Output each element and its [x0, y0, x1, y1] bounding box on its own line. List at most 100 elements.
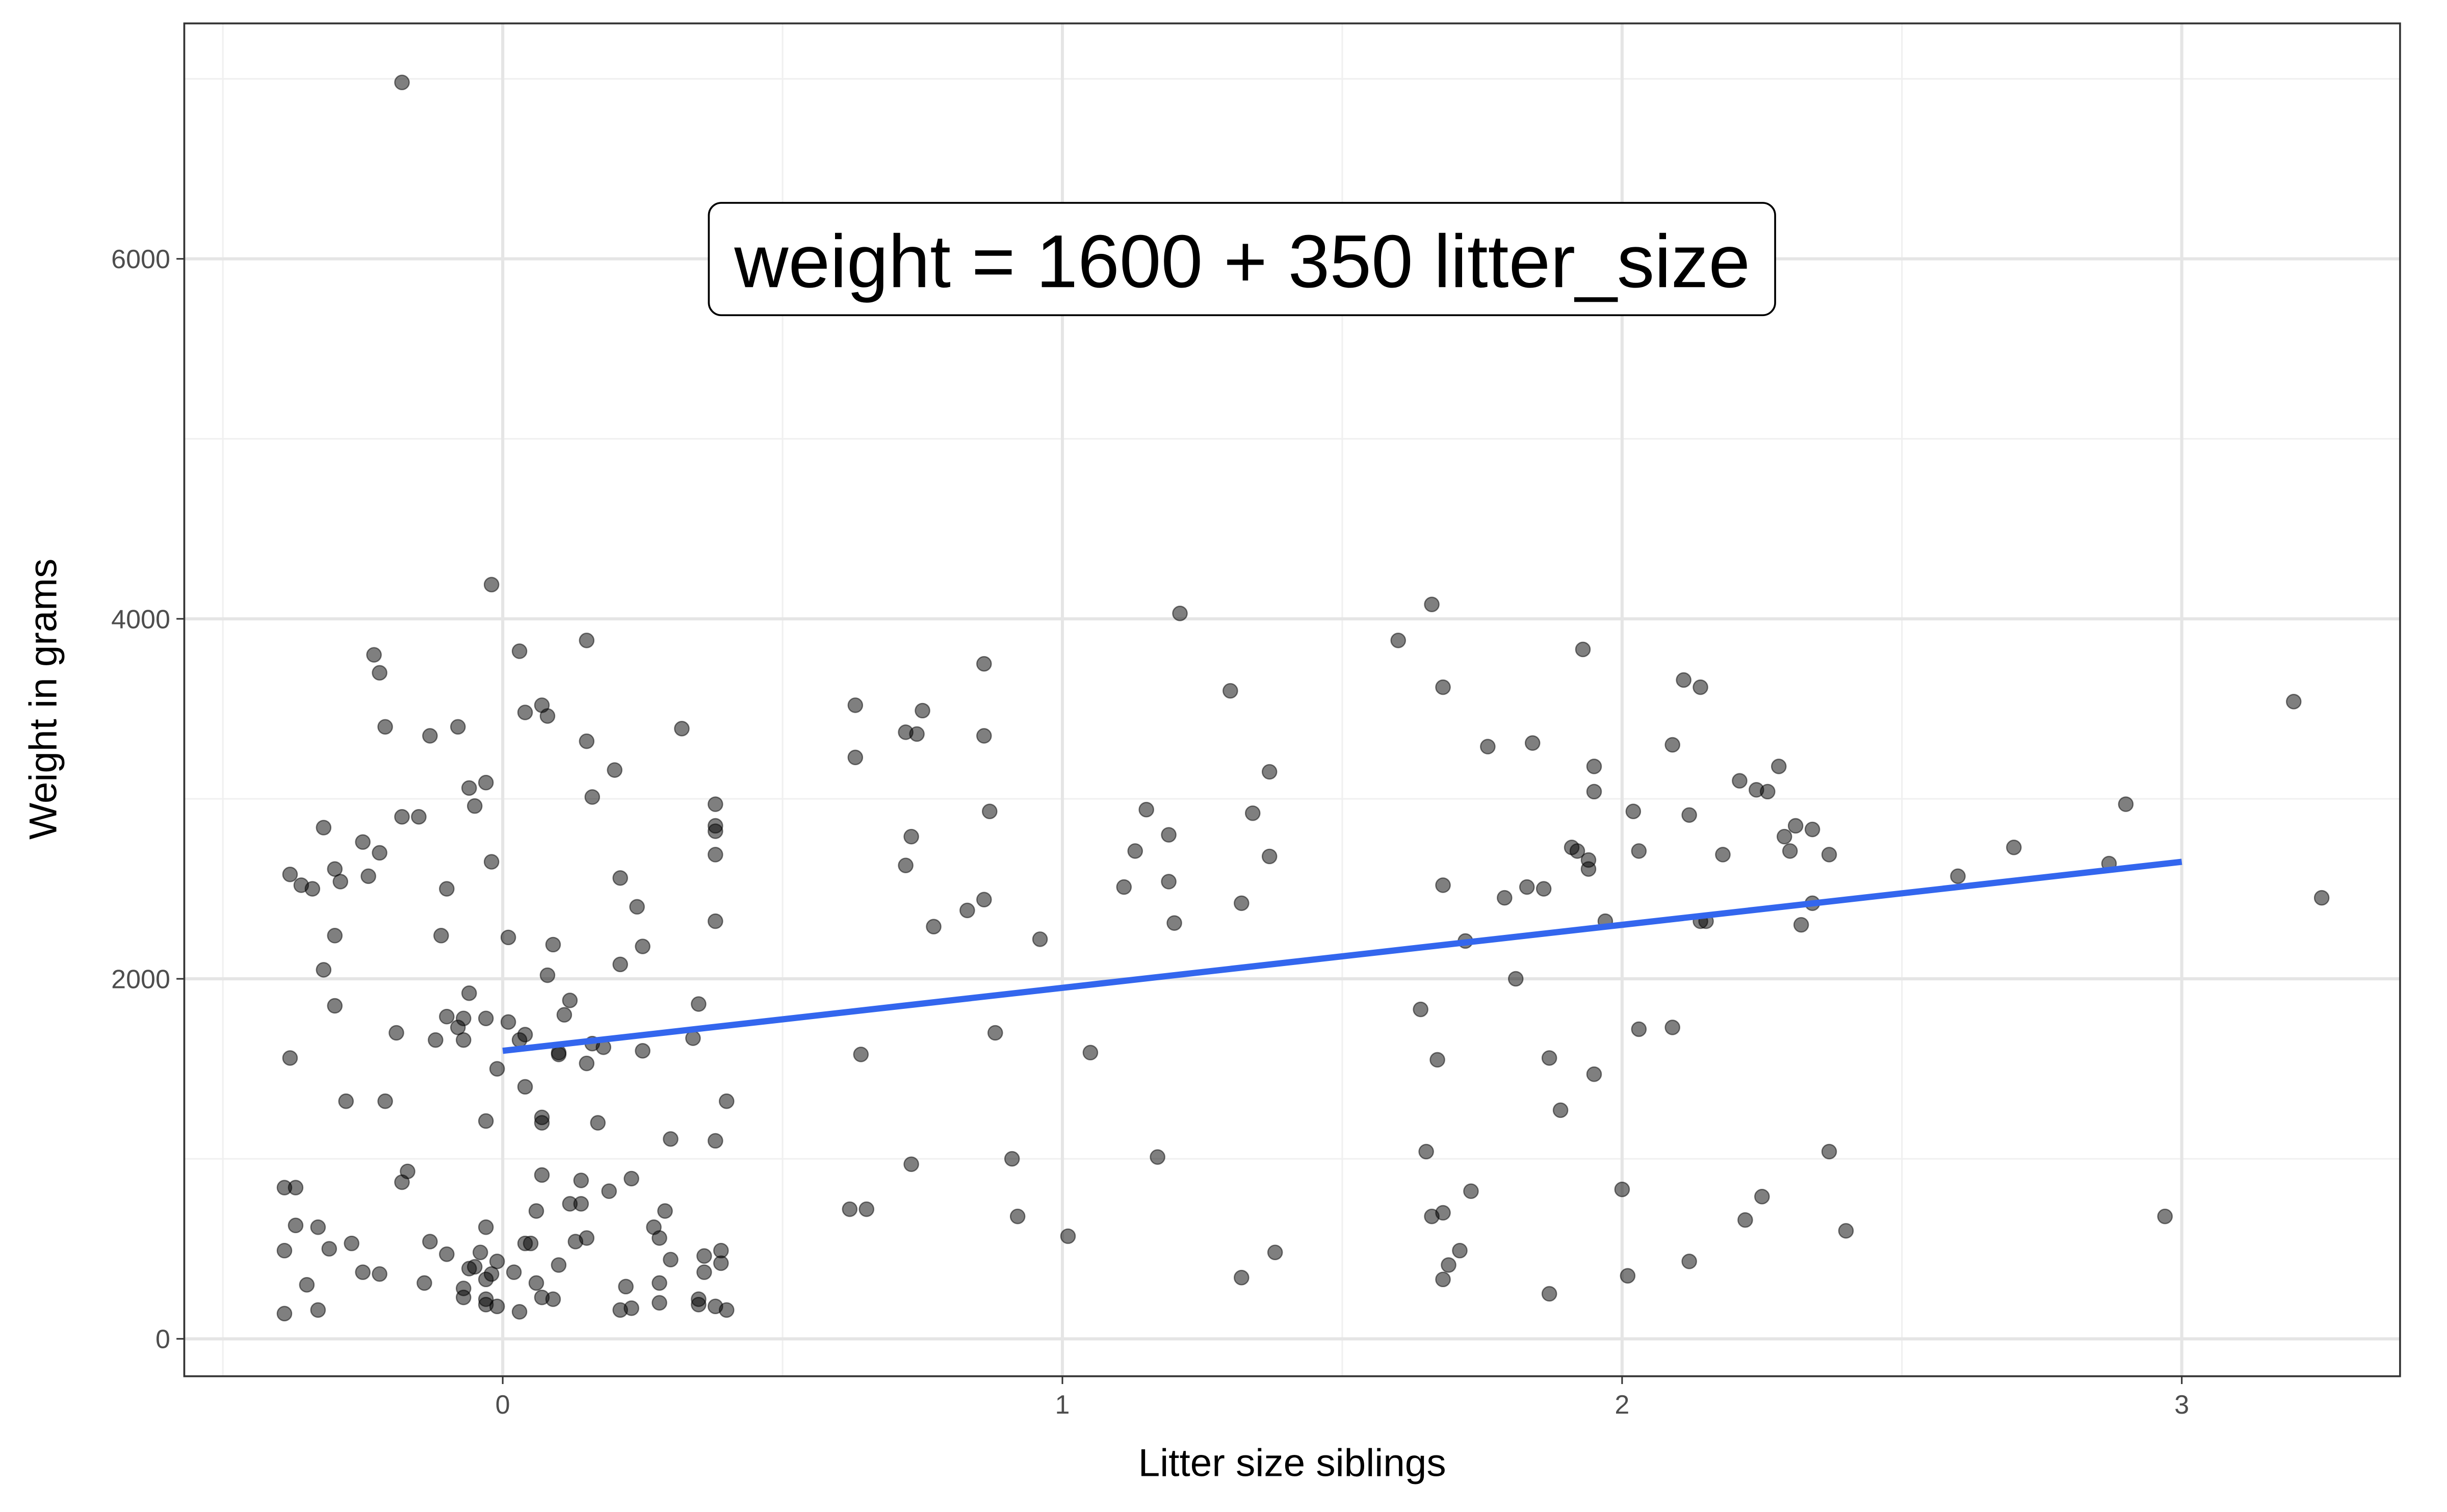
point — [612, 956, 628, 973]
point — [1737, 1212, 1753, 1228]
point — [1032, 931, 1048, 947]
point — [1519, 879, 1535, 895]
point — [1244, 805, 1261, 821]
point — [276, 1306, 293, 1322]
point — [1424, 1208, 1440, 1224]
point — [1234, 895, 1249, 911]
point — [1413, 1001, 1428, 1018]
point — [1463, 1183, 1479, 1200]
point — [528, 1203, 544, 1219]
point — [534, 1115, 550, 1131]
point — [1138, 801, 1154, 818]
point — [1435, 877, 1451, 893]
point — [1480, 739, 1496, 754]
point — [422, 1234, 438, 1249]
point — [500, 929, 516, 946]
point — [1586, 784, 1602, 800]
point — [1172, 606, 1188, 621]
point — [1541, 1050, 1557, 1066]
point — [372, 1266, 387, 1282]
y-tick-label: 6000 — [111, 245, 170, 274]
point — [428, 1032, 444, 1048]
point — [327, 998, 343, 1014]
point — [394, 809, 410, 825]
point — [1082, 1045, 1099, 1061]
point — [1261, 848, 1278, 865]
point — [1127, 843, 1143, 859]
point — [422, 728, 438, 744]
point — [1715, 847, 1731, 863]
point — [708, 847, 723, 863]
y-tick-label: 2000 — [111, 964, 170, 994]
point — [1004, 1151, 1020, 1167]
point — [500, 1014, 516, 1030]
point — [1150, 1149, 1165, 1165]
point — [657, 1203, 673, 1219]
point — [1681, 1254, 1697, 1269]
point — [1535, 881, 1552, 897]
point — [1541, 1286, 1557, 1302]
point — [478, 1219, 494, 1235]
point — [304, 881, 321, 897]
point — [579, 733, 595, 749]
point — [1821, 1143, 1837, 1160]
point — [708, 823, 723, 839]
point — [987, 1025, 1003, 1041]
x-tick-label: 3 — [2174, 1390, 2189, 1420]
point — [355, 834, 371, 850]
point — [511, 1304, 528, 1320]
point — [539, 708, 556, 724]
point — [1950, 868, 1966, 884]
point — [528, 1275, 544, 1291]
point — [1009, 1208, 1026, 1224]
fit-line — [502, 858, 2182, 1054]
point — [1793, 917, 1809, 933]
point — [629, 899, 645, 915]
point — [2006, 840, 2022, 855]
point — [288, 1217, 304, 1234]
point — [1586, 759, 1602, 774]
point — [310, 1302, 326, 1318]
point — [1676, 672, 1691, 688]
point — [316, 820, 332, 836]
point — [411, 809, 427, 825]
point — [1060, 1228, 1076, 1244]
point — [926, 919, 942, 935]
point — [635, 939, 650, 954]
point — [590, 1115, 606, 1131]
point — [573, 1196, 589, 1212]
point — [713, 1255, 729, 1271]
point — [551, 1257, 567, 1273]
point — [903, 1156, 919, 1172]
point — [1614, 1181, 1630, 1197]
point — [517, 1079, 533, 1095]
point — [562, 993, 578, 1008]
point — [981, 803, 998, 820]
annotation: weight = 1600 + 350 litter_size — [734, 220, 1750, 303]
point — [1418, 1143, 1434, 1160]
point — [696, 1264, 712, 1280]
point — [534, 1167, 550, 1183]
point — [1524, 735, 1541, 751]
point — [1569, 843, 1585, 859]
x-tick-label: 0 — [496, 1390, 510, 1420]
point — [612, 870, 628, 886]
point — [1754, 1189, 1770, 1205]
point — [1552, 1102, 1569, 1118]
point — [1586, 1066, 1602, 1082]
point — [1261, 764, 1278, 780]
point — [842, 1201, 858, 1217]
point — [635, 1043, 650, 1059]
point — [372, 665, 387, 681]
point — [276, 1180, 293, 1195]
point — [366, 647, 382, 663]
point — [663, 1252, 679, 1268]
y-tick-label: 0 — [155, 1325, 170, 1354]
point — [623, 1170, 639, 1187]
point — [310, 1219, 326, 1235]
point — [1620, 1268, 1636, 1284]
point — [478, 1010, 494, 1027]
point — [439, 1008, 455, 1025]
point — [478, 774, 494, 791]
point — [394, 1174, 410, 1190]
